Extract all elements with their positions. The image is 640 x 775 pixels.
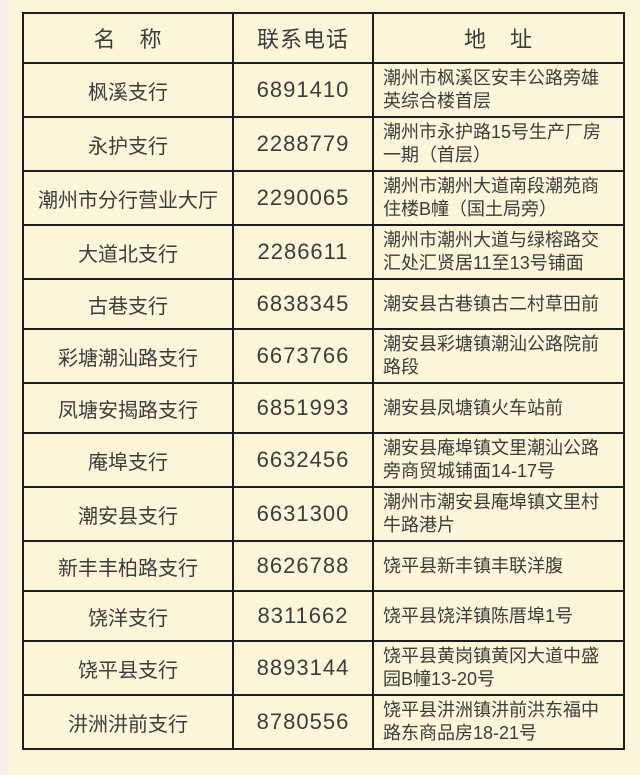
branch-address-cell: 潮安县凤塘镇火车站前 [372, 382, 625, 434]
branch-name-cell: 潮州市分行营业大厅 [22, 170, 234, 226]
branch-address-cell: 潮州市潮安县庵埠镇文里村牛路港片 [372, 486, 625, 542]
branch-phone-cell: 8626788 [232, 540, 374, 592]
branch-phone-cell: 8893144 [232, 640, 374, 696]
branch-name-cell: 饶洋支行 [22, 590, 234, 642]
branch-contact-table: 名 称 联系电话 地 址 枫溪支行 6891410 潮州市枫溪区安丰公路旁雄英综… [22, 12, 625, 750]
table-row: 大道北支行 2286611 潮州市潮州大道与绿榕路交汇处汇贤居11至13号铺面 [22, 224, 625, 280]
branch-name-cell: 大道北支行 [22, 224, 234, 280]
branch-name-cell: 枫溪支行 [22, 62, 234, 118]
branch-name-cell: 永护支行 [22, 116, 234, 172]
branch-address-cell: 潮安县庵埠镇文里潮汕公路旁商贸城铺面14-17号 [372, 432, 625, 488]
branch-address-cell: 饶平县汫洲镇汫前洪东福中路东商品房18-21号 [372, 694, 625, 750]
branch-address-cell: 饶平县黄岗镇黄冈大道中盛园B幢13-20号 [372, 640, 625, 696]
branch-phone-cell: 6632456 [232, 432, 374, 488]
branch-phone-cell: 6673766 [232, 328, 374, 384]
header-address: 地 址 [372, 12, 625, 64]
branch-address-cell: 潮安县彩塘镇潮汕公路院前路段 [372, 328, 625, 384]
branch-address-cell: 饶平县新丰镇丰联洋腹 [372, 540, 625, 592]
branch-address-cell: 潮安县古巷镇古二村草田前 [372, 278, 625, 330]
branch-name-cell: 庵埠支行 [22, 432, 234, 488]
table-row: 饶平县支行 8893144 饶平县黄岗镇黄冈大道中盛园B幢13-20号 [22, 640, 625, 696]
branch-name-cell: 饶平县支行 [22, 640, 234, 696]
table-body: 枫溪支行 6891410 潮州市枫溪区安丰公路旁雄英综合楼首层 永护支行 228… [22, 62, 625, 750]
branch-phone-cell: 8780556 [232, 694, 374, 750]
table-header-row: 名 称 联系电话 地 址 [22, 12, 625, 64]
table-row: 彩塘潮汕路支行 6673766 潮安县彩塘镇潮汕公路院前路段 [22, 328, 625, 384]
left-margin-strip [0, 0, 7, 775]
table-row: 永护支行 2288779 潮州市永护路15号生产厂房一期（首层） [22, 116, 625, 172]
table-row: 枫溪支行 6891410 潮州市枫溪区安丰公路旁雄英综合楼首层 [22, 62, 625, 118]
table-row: 古巷支行 6838345 潮安县古巷镇古二村草田前 [22, 278, 625, 330]
branch-phone-cell: 6838345 [232, 278, 374, 330]
table-row: 饶洋支行 8311662 饶平县饶洋镇陈厝埠1号 [22, 590, 625, 642]
branch-address-cell: 潮州市潮州大道与绿榕路交汇处汇贤居11至13号铺面 [372, 224, 625, 280]
branch-name-cell: 汫洲汫前支行 [22, 694, 234, 750]
branch-address-cell: 饶平县饶洋镇陈厝埠1号 [372, 590, 625, 642]
branch-name-cell: 凤塘安揭路支行 [22, 382, 234, 434]
branch-address-cell: 潮州市潮州大道南段潮苑商住楼B幢（国土局旁） [372, 170, 625, 226]
branch-phone-cell: 8311662 [232, 590, 374, 642]
branch-phone-cell: 2286611 [232, 224, 374, 280]
header-phone: 联系电话 [232, 12, 374, 64]
branch-phone-cell: 2290065 [232, 170, 374, 226]
branch-phone-cell: 2288779 [232, 116, 374, 172]
branch-phone-cell: 6631300 [232, 486, 374, 542]
table-row: 新丰丰柏路支行 8626788 饶平县新丰镇丰联洋腹 [22, 540, 625, 592]
branch-name-cell: 新丰丰柏路支行 [22, 540, 234, 592]
table-row: 潮安县支行 6631300 潮州市潮安县庵埠镇文里村牛路港片 [22, 486, 625, 542]
table-row: 庵埠支行 6632456 潮安县庵埠镇文里潮汕公路旁商贸城铺面14-17号 [22, 432, 625, 488]
table-row: 潮州市分行营业大厅 2290065 潮州市潮州大道南段潮苑商住楼B幢（国土局旁） [22, 170, 625, 226]
branch-address-cell: 潮州市永护路15号生产厂房一期（首层） [372, 116, 625, 172]
header-name: 名 称 [22, 12, 234, 64]
branch-phone-cell: 6891410 [232, 62, 374, 118]
branch-name-cell: 彩塘潮汕路支行 [22, 328, 234, 384]
branch-name-cell: 潮安县支行 [22, 486, 234, 542]
branch-address-cell: 潮州市枫溪区安丰公路旁雄英综合楼首层 [372, 62, 625, 118]
branch-name-cell: 古巷支行 [22, 278, 234, 330]
branch-phone-cell: 6851993 [232, 382, 374, 434]
table-row: 凤塘安揭路支行 6851993 潮安县凤塘镇火车站前 [22, 382, 625, 434]
table-row: 汫洲汫前支行 8780556 饶平县汫洲镇汫前洪东福中路东商品房18-21号 [22, 694, 625, 750]
